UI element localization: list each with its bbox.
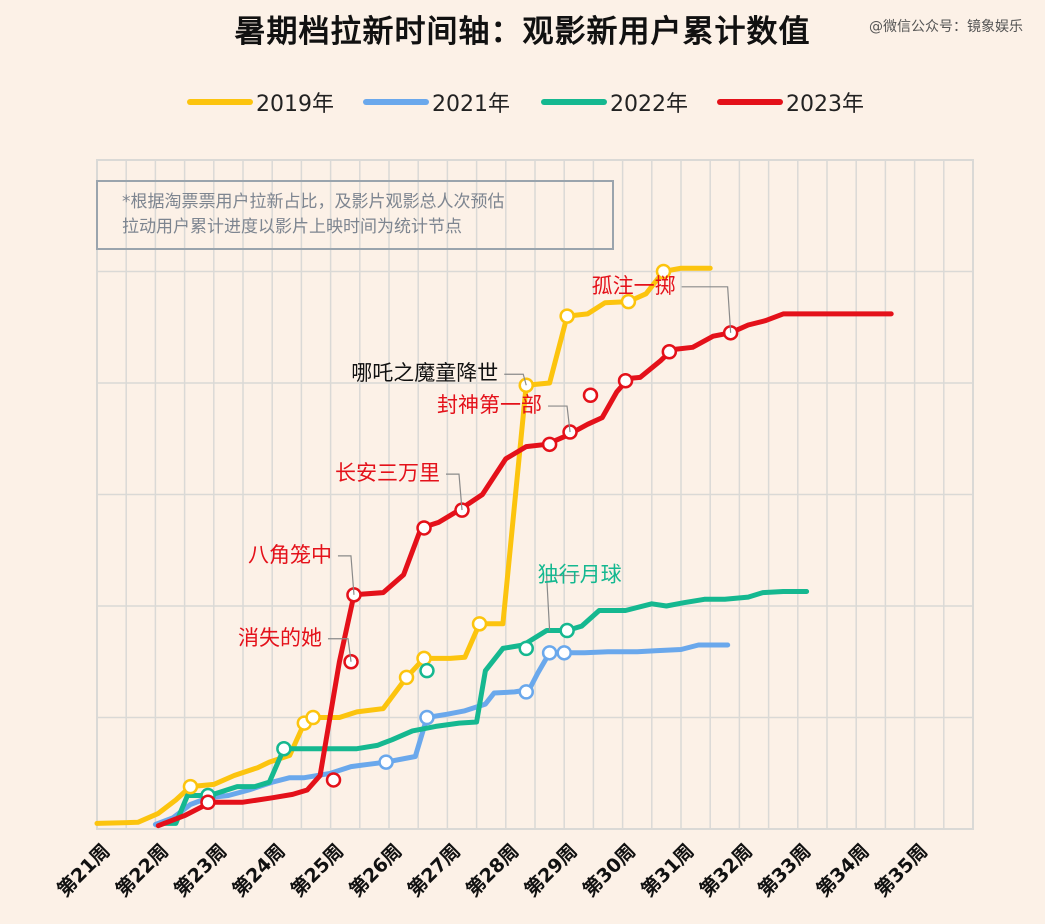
series-line-2019 <box>94 265 713 826</box>
annotation-leader <box>545 574 580 631</box>
x-tick-label: 第32周 <box>695 839 757 901</box>
legend-label-2022: 2022年 <box>610 92 688 117</box>
x-tick-label: 第31周 <box>637 839 699 901</box>
x-axis-ticks: 第21周第22周第23周第24周第25周第26周第27周第28周第29周第30周… <box>53 839 932 901</box>
data-point-2023 <box>200 794 216 810</box>
x-tick-label: 第22周 <box>111 839 173 901</box>
data-point-2022 <box>518 640 534 657</box>
annotation-label: 封神第一部 <box>437 393 542 417</box>
legend-label-2019: 2019年 <box>256 92 334 117</box>
annotation-leader <box>548 405 571 433</box>
data-point-2021 <box>419 709 435 726</box>
legend: 2019年 2021年 2022年 2023年 <box>187 92 864 117</box>
data-point-2019 <box>416 650 432 667</box>
data-point-2021 <box>541 645 558 661</box>
annotation-leader <box>681 286 732 333</box>
series-line-2022 <box>161 589 810 826</box>
data-point-2022 <box>419 662 435 679</box>
annotation-label: 孤注一掷 <box>592 274 676 298</box>
data-point-2023 <box>325 772 342 788</box>
chart-title: 暑期档拉新时间轴：观影新用户累计数值 <box>234 14 811 50</box>
x-tick-label: 第30周 <box>578 839 640 901</box>
legend-label-2021: 2021年 <box>432 92 510 117</box>
annotation-label: 八角笼中 <box>248 543 332 567</box>
x-tick-label: 第29周 <box>520 839 582 901</box>
annotation-label: 独行月球 <box>538 563 622 587</box>
data-point-2019 <box>620 293 637 310</box>
data-point-2022 <box>276 740 292 757</box>
methodology-note: *根据淘票票用户拉新占比，及影片观影总人次预估 拉动用户累计进度以影片上映时间为… <box>96 180 614 250</box>
legend-label-2023: 2023年 <box>786 92 864 117</box>
x-tick-label: 第27周 <box>403 839 465 901</box>
data-point-2019 <box>559 308 575 324</box>
annotation-label: 哪吒之魔童降世 <box>351 361 498 385</box>
note-line-2: 拉动用户累计进度以影片上映时间为统计节点 <box>122 217 462 237</box>
data-point-2023 <box>416 520 432 536</box>
x-tick-label: 第28周 <box>461 839 523 901</box>
data-point-2023 <box>582 387 599 404</box>
annotation-label: 长安三万里 <box>335 461 440 485</box>
watermark: @微信公众号：镜象娱乐 <box>869 19 1023 35</box>
annotation-label: 消失的她 <box>238 626 322 650</box>
annotation-leader <box>504 373 527 386</box>
x-tick-label: 第24周 <box>228 839 290 901</box>
x-tick-label: 第33周 <box>753 839 815 901</box>
x-tick-label: 第25周 <box>286 839 348 901</box>
data-point-2019 <box>471 616 488 632</box>
data-point-2023 <box>617 373 634 389</box>
data-point-2023 <box>541 436 558 453</box>
annotation-leader <box>337 555 355 595</box>
data-point-2021 <box>518 684 534 700</box>
series-line-2021 <box>152 642 731 827</box>
annotation-leader <box>328 638 352 662</box>
data-point-2019 <box>398 669 415 686</box>
x-tick-label: 第21周 <box>53 839 115 901</box>
x-tick-label: 第23周 <box>169 839 231 901</box>
grid <box>96 159 974 830</box>
data-point-2022 <box>559 622 575 639</box>
annotation-leader <box>446 473 463 511</box>
data-point-2023 <box>661 344 678 360</box>
x-tick-label: 第26周 <box>345 839 407 901</box>
data-markers <box>182 263 739 810</box>
x-tick-label: 第35周 <box>870 839 932 901</box>
x-tick-label: 第34周 <box>812 839 874 901</box>
data-point-2019 <box>305 709 321 726</box>
data-point-2021 <box>378 754 394 770</box>
data-point-2021 <box>556 645 572 661</box>
data-point-2019 <box>182 778 199 795</box>
data-point-2019 <box>655 263 672 280</box>
series-lines <box>94 265 894 829</box>
note-line-1: *根据淘票票用户拉新占比，及影片观影总人次预估 <box>122 192 505 212</box>
